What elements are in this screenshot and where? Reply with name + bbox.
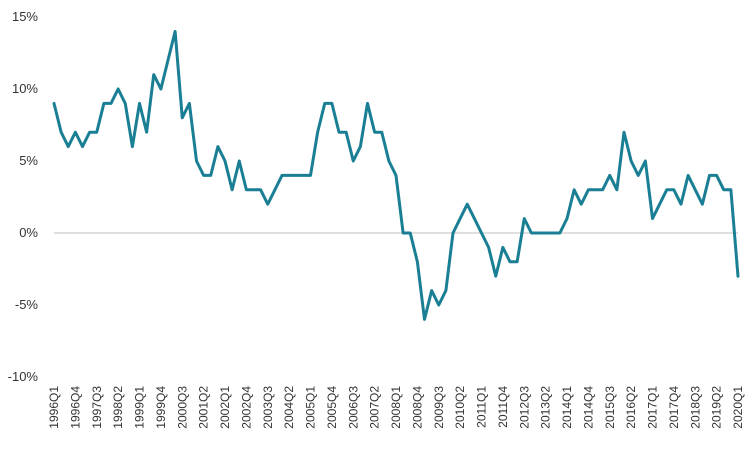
x-tick-label: 1998Q2: [111, 386, 125, 429]
x-tick-label: 2011Q4: [496, 386, 510, 428]
x-tick-label: 1996Q1: [47, 386, 61, 429]
x-tick-label: 2008Q4: [410, 386, 424, 429]
y-tick-label: -5%: [15, 297, 39, 312]
x-tick-label: 2005Q4: [325, 386, 339, 429]
x-tick-label: 2019Q2: [710, 386, 724, 429]
x-tick-label: 1997Q3: [90, 386, 104, 429]
x-tick-label: 2014Q1: [560, 386, 574, 429]
x-tick-label: 2009Q3: [432, 386, 446, 429]
y-tick-label: 5%: [19, 153, 38, 168]
x-tick-label: 2000Q3: [175, 386, 189, 429]
y-tick-label: 0%: [19, 225, 38, 240]
y-tick-label: -10%: [8, 369, 39, 384]
x-tick-label: 2010Q2: [453, 386, 467, 429]
x-tick-label: 1999Q1: [133, 386, 147, 429]
x-tick-label: 2007Q2: [368, 386, 382, 429]
x-tick-label: 2018Q3: [688, 386, 702, 429]
series-line: [52, 29, 740, 321]
x-tick-label: 2002Q1: [218, 386, 232, 429]
x-tick-label: 2020Q1: [731, 386, 745, 429]
x-tick-label: 2016Q2: [624, 386, 638, 429]
y-axis: 15% 10% 5% 0% -5% -10%: [8, 9, 39, 384]
x-tick-label: 2005Q1: [304, 386, 318, 429]
x-tick-label: 2017Q1: [646, 386, 660, 429]
x-tick-label: 2006Q3: [346, 386, 360, 429]
y-tick-label: 15%: [12, 9, 38, 24]
x-tick-label: 2004Q2: [282, 386, 296, 429]
x-tick-label: 2011Q1: [475, 386, 489, 428]
x-tick-label: 1996Q4: [68, 386, 82, 429]
x-axis: 1996Q1 1996Q4 1997Q3 1998Q2 1999Q1 1999Q4 2000…: [47, 386, 745, 429]
x-tick-label: 2015Q3: [603, 386, 617, 429]
x-tick-label: 2008Q1: [389, 386, 403, 429]
x-tick-label: 1999Q4: [154, 386, 168, 429]
x-tick-label: 2013Q2: [539, 386, 553, 429]
y-tick-label: 10%: [12, 81, 38, 96]
x-tick-label: 2017Q4: [667, 386, 681, 429]
x-tick-label: 2002Q4: [239, 386, 253, 429]
x-tick-label: 2001Q2: [197, 386, 211, 429]
x-tick-label: 2014Q4: [581, 386, 595, 429]
x-tick-label: 2003Q3: [261, 386, 275, 429]
x-tick-label: 2012Q3: [517, 386, 531, 429]
